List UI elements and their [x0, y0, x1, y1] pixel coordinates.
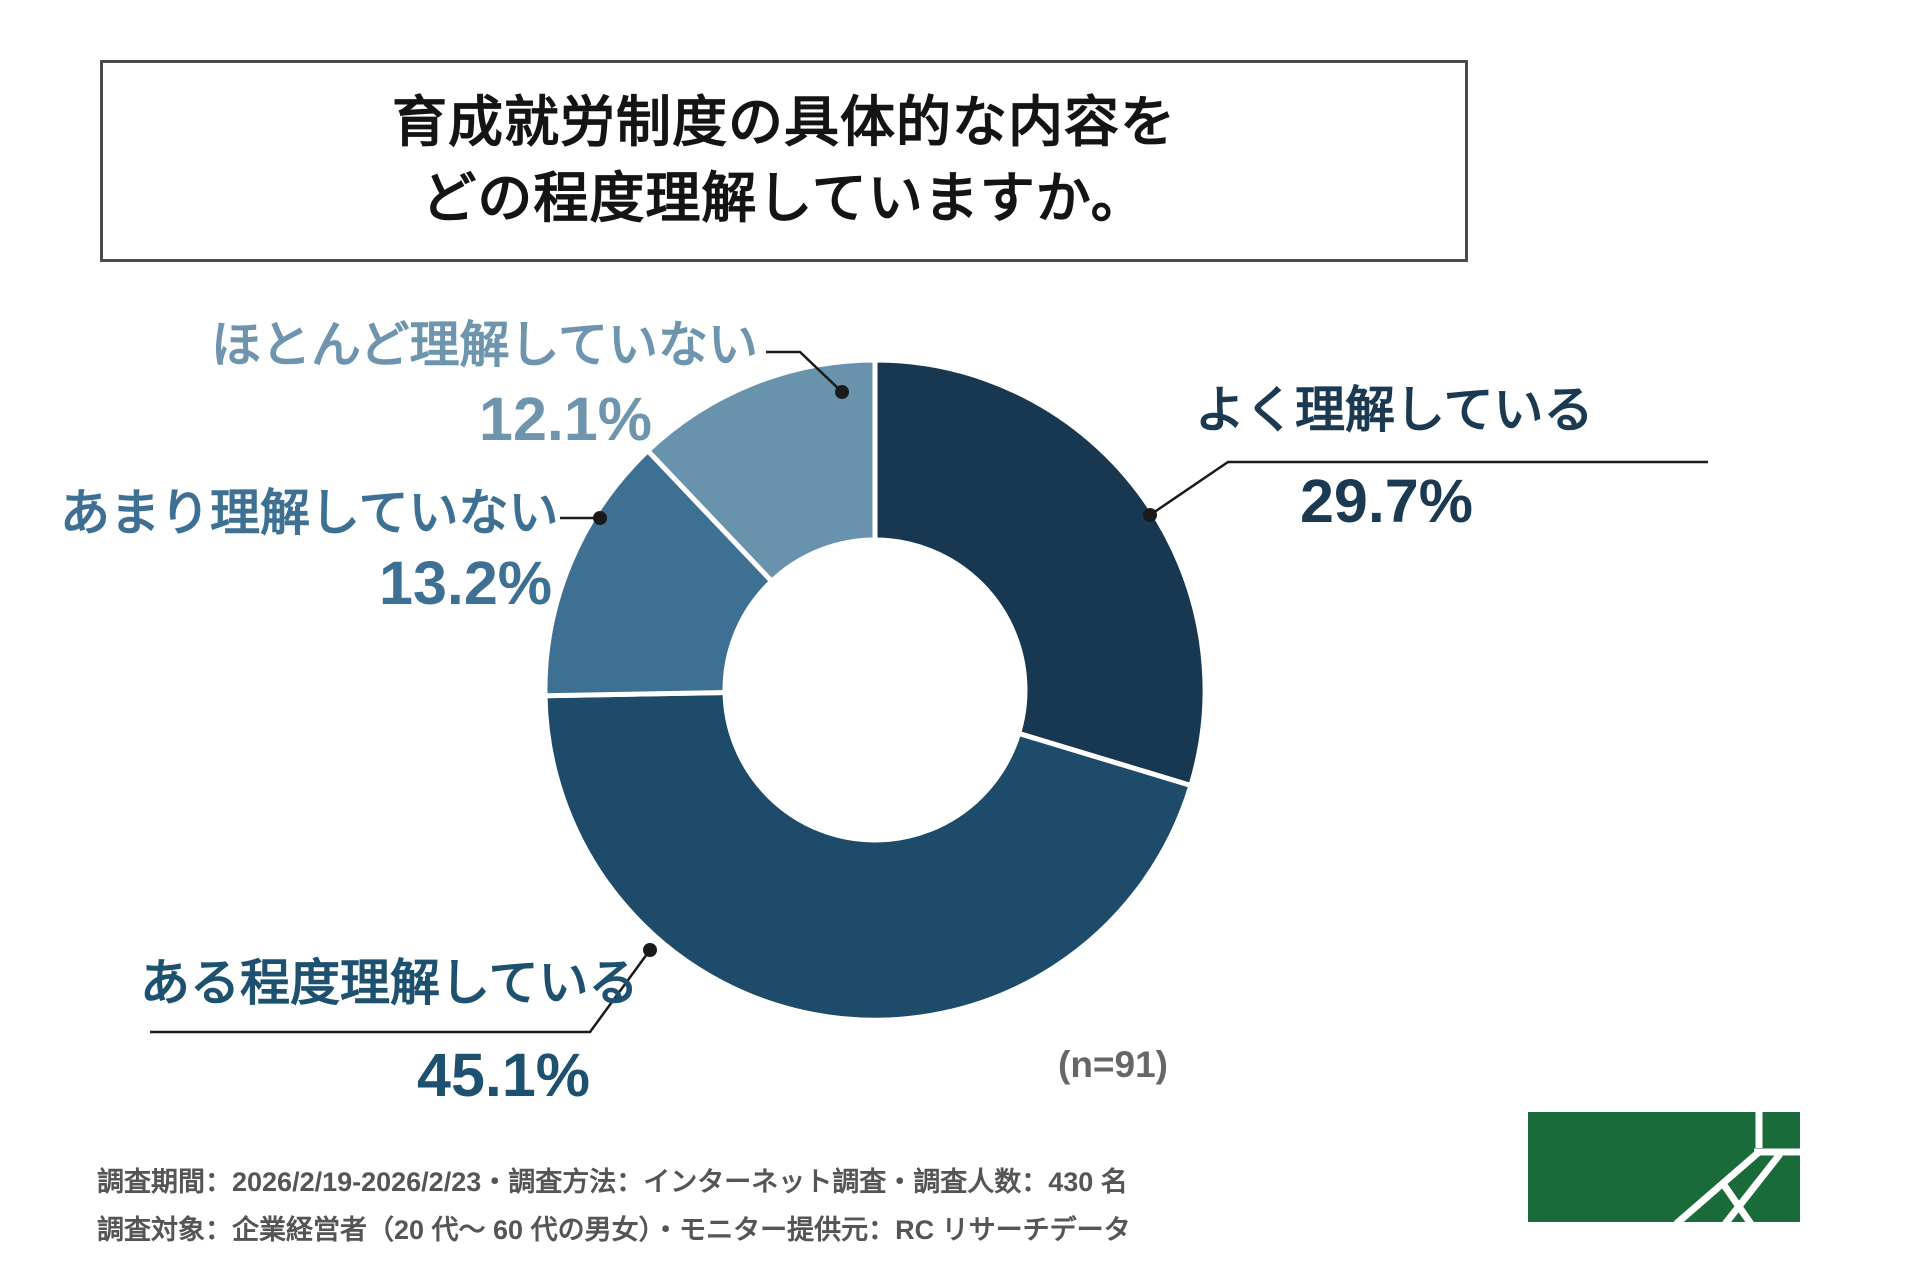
leader-hardly-understood-dot: [835, 385, 849, 399]
leader-somewhat-understood-line: [150, 949, 652, 1034]
green-geometric-logo: [1528, 1112, 1800, 1222]
chart-title-line1: 育成就労制度の具体的な内容を: [391, 91, 1176, 154]
logo-background: [1528, 1112, 1800, 1222]
donut-slice-1: [542, 687, 1194, 1023]
leader-not-really-understood-dot: [593, 511, 607, 525]
survey-note-line1: 調査期間：2026/2/19-2026/2/23・調査方法：インターネット調査・…: [97, 1167, 1128, 1197]
pct-hardly-understood: 12.1%: [479, 385, 652, 453]
label-not-really-understood: あまり理解していない: [60, 485, 559, 541]
title-box: 育成就労制度の具体的な内容を どの程度理解していますか。: [100, 60, 1468, 262]
chart-title-line2: どの程度理解していますか。: [421, 167, 1147, 229]
donut-hole: [722, 537, 1028, 843]
sample-size-label: (n=91): [1058, 1044, 1169, 1085]
pct-well-understood: 29.7%: [1300, 467, 1473, 535]
label-well-understood: よく理解している: [1195, 382, 1594, 438]
label-somewhat-understood: ある程度理解している: [140, 955, 639, 1011]
pct-not-really-understood: 13.2%: [379, 549, 552, 617]
leader-well-understood-dot: [1143, 508, 1157, 522]
logo-line-2: [1673, 1149, 1762, 1222]
pct-somewhat-understood: 45.1%: [417, 1041, 590, 1109]
logo-line-4: [1722, 1151, 1783, 1222]
label-hardly-understood: ほとんど理解していない: [211, 317, 758, 373]
survey-note-line2: 調査対象：企業経営者（20 代〜 60 代の男女）・モニター提供元：RC リサー…: [97, 1215, 1131, 1245]
leader-somewhat-understood-dot: [643, 943, 657, 957]
leader-hardly-understood-line: [766, 350, 843, 393]
leader-well-understood-line: [1149, 460, 1708, 517]
